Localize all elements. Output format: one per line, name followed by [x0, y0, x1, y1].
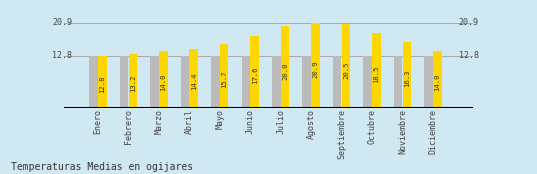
Text: 20.0: 20.0 [282, 62, 288, 80]
Text: 20.9: 20.9 [313, 61, 318, 78]
Bar [98, 56, 107, 108]
Bar [190, 49, 198, 108]
Bar [281, 26, 289, 108]
Bar [272, 56, 280, 108]
Text: 14.0: 14.0 [434, 73, 440, 91]
Text: 18.5: 18.5 [373, 65, 380, 83]
Text: 20.9: 20.9 [52, 18, 72, 27]
Bar [220, 44, 228, 108]
Bar [394, 56, 402, 108]
Bar [403, 42, 411, 108]
Bar [250, 36, 259, 108]
Bar [342, 24, 350, 108]
Bar [433, 51, 441, 108]
Text: 12.8: 12.8 [52, 51, 72, 60]
Bar [333, 56, 342, 108]
Text: 20.5: 20.5 [343, 62, 349, 79]
Text: 17.6: 17.6 [252, 67, 258, 84]
Bar [302, 56, 311, 108]
Text: 20.9: 20.9 [459, 18, 479, 27]
Text: 12.8: 12.8 [99, 76, 105, 93]
Text: 15.7: 15.7 [221, 70, 227, 88]
Bar [120, 56, 128, 108]
Text: 13.2: 13.2 [130, 75, 136, 92]
Bar [372, 33, 381, 108]
Text: 12.8: 12.8 [459, 51, 479, 60]
Bar [364, 56, 372, 108]
Bar [242, 56, 250, 108]
Text: 14.4: 14.4 [191, 73, 197, 90]
Bar [159, 51, 168, 108]
Bar [211, 56, 220, 108]
Bar [180, 56, 189, 108]
Bar [311, 23, 320, 108]
Bar [424, 56, 433, 108]
Text: 16.3: 16.3 [404, 69, 410, 87]
Text: 14.0: 14.0 [160, 73, 166, 91]
Bar [150, 56, 159, 108]
Bar [89, 56, 98, 108]
Bar [128, 54, 137, 108]
Text: Temperaturas Medias en ogijares: Temperaturas Medias en ogijares [11, 162, 193, 172]
